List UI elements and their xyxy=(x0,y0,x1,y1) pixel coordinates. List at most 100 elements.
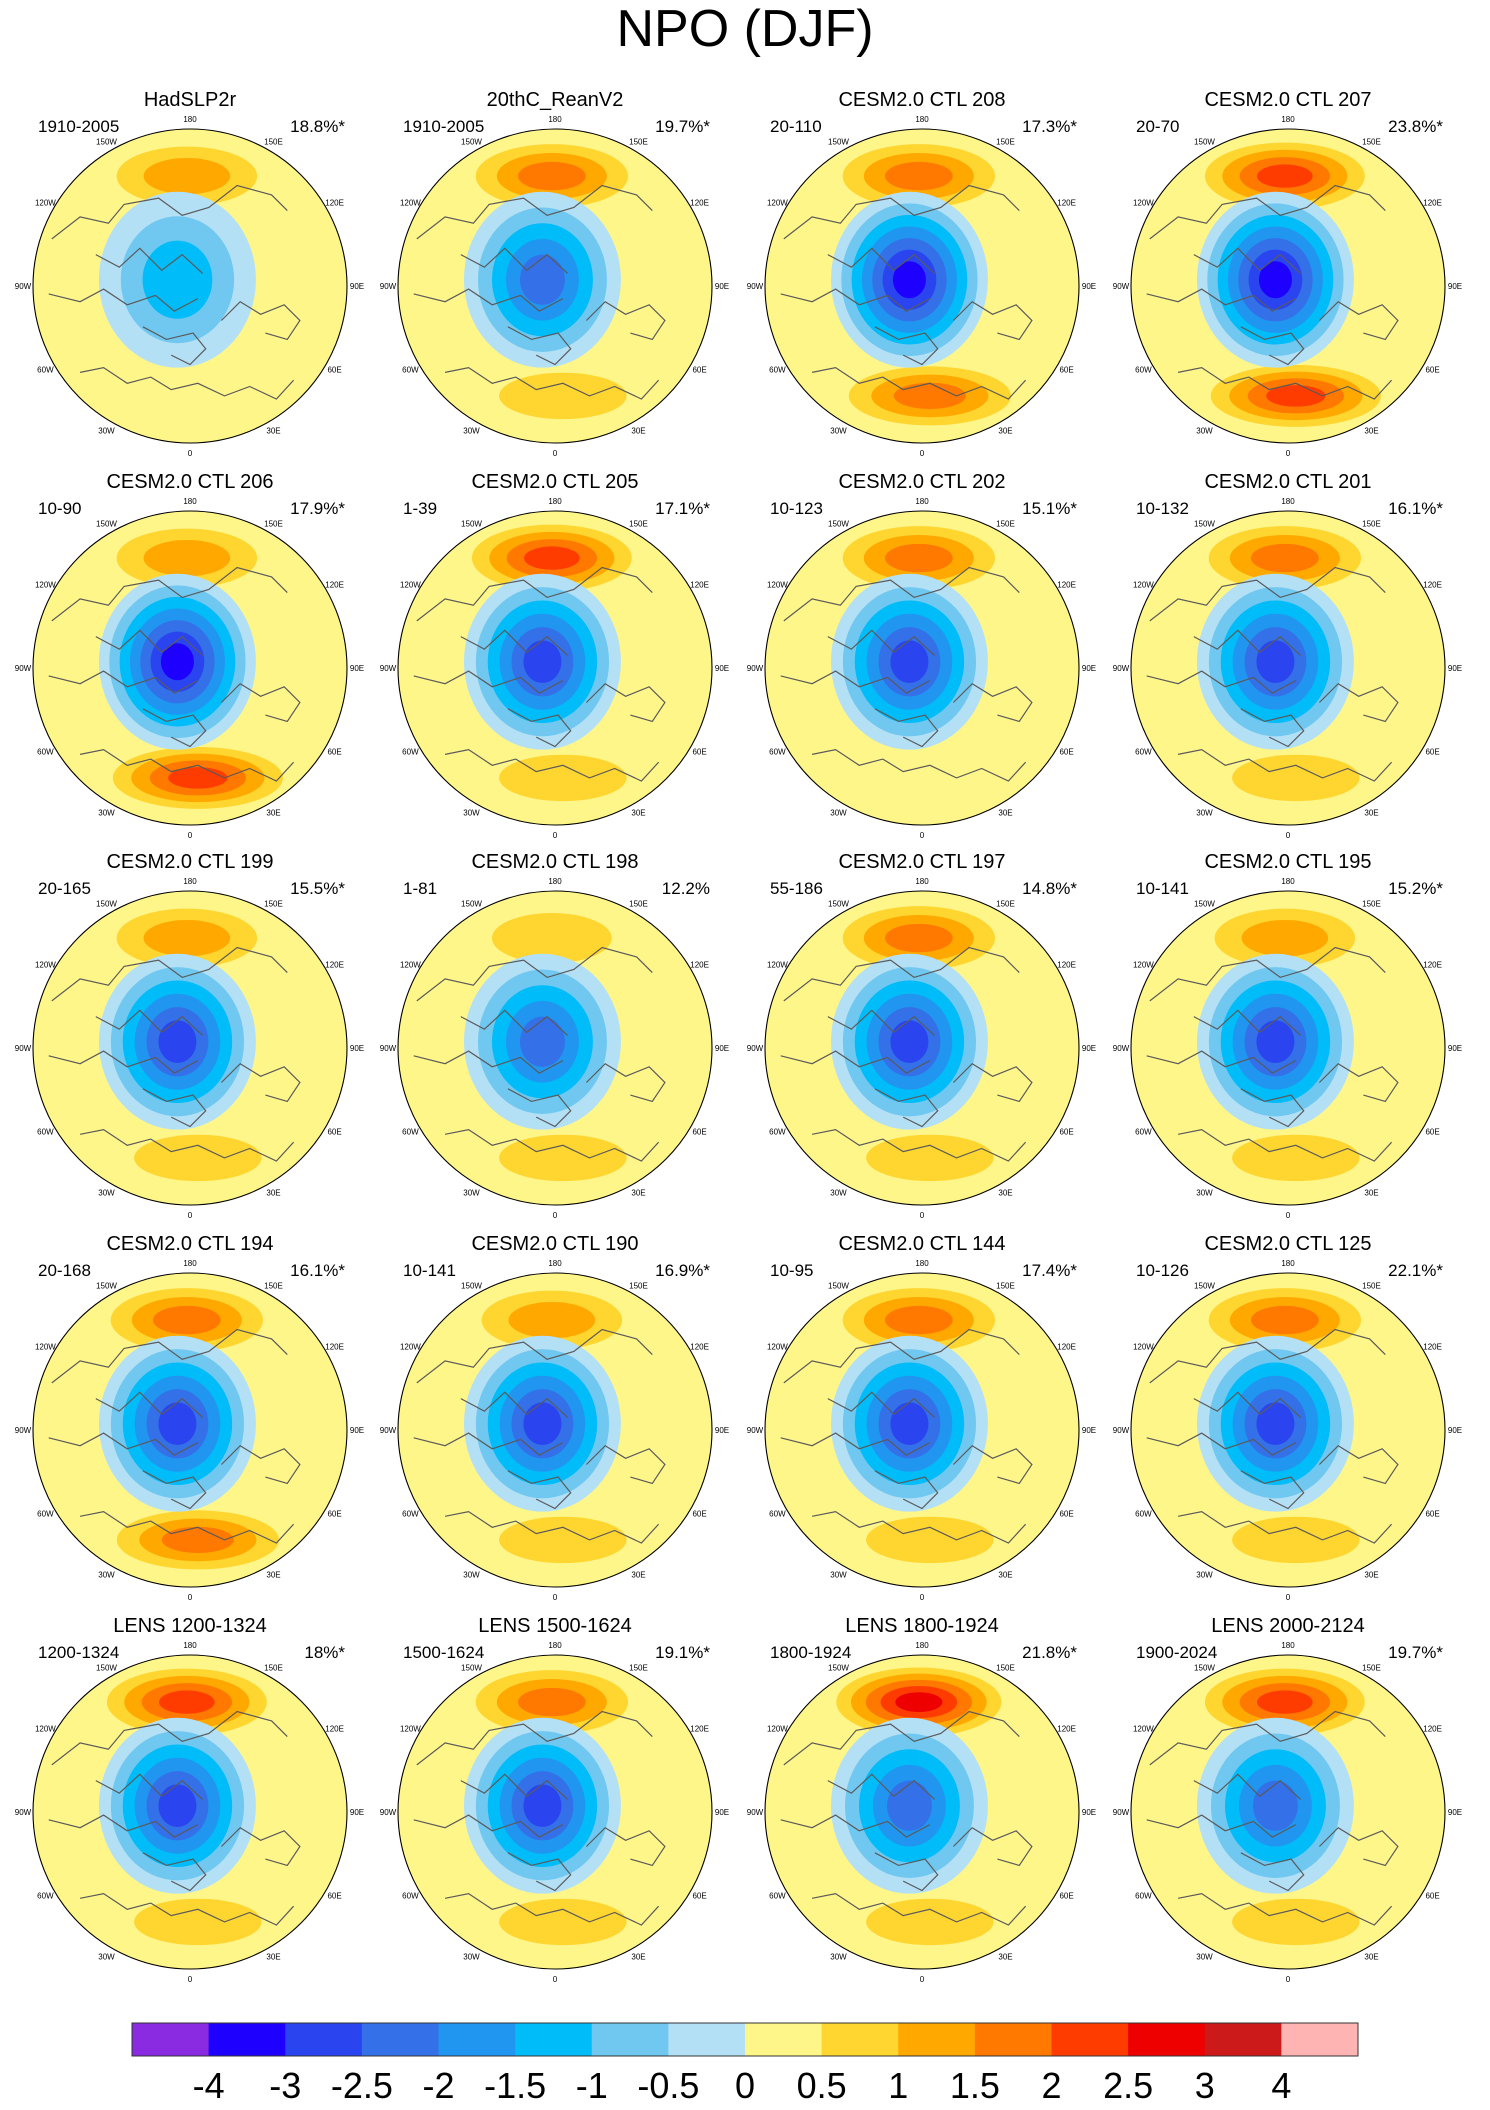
longitude-label: 60W xyxy=(37,1892,54,1901)
longitude-label: 60E xyxy=(692,366,706,375)
panel-variance: 16.9%* xyxy=(655,1261,710,1280)
panel-variance: 19.1%* xyxy=(655,1643,710,1662)
longitude-label: 180 xyxy=(1281,1259,1295,1268)
longitude-label: 180 xyxy=(1281,115,1295,124)
colorbar-tick-label: -1.5 xyxy=(484,2065,546,2106)
longitude-label: 0 xyxy=(553,449,558,458)
low-contour xyxy=(523,1784,562,1828)
longitude-label: 60E xyxy=(327,1510,341,1519)
coastline xyxy=(1193,629,1302,656)
high-contour xyxy=(885,161,953,191)
coastline xyxy=(48,670,199,694)
longitude-label: 90E xyxy=(350,664,364,673)
longitude-label: 90W xyxy=(1113,282,1130,291)
coastline xyxy=(95,247,204,274)
map-boundary xyxy=(764,1272,1080,1588)
longitude-label: 120W xyxy=(1133,1725,1154,1734)
longitude-label: 90E xyxy=(715,1044,729,1053)
colorbar-tick-label: 0.5 xyxy=(797,2065,847,2106)
longitude-label: 150E xyxy=(1362,899,1381,908)
longitude-label: 0 xyxy=(920,1211,925,1220)
coastline xyxy=(51,184,288,240)
longitude-label: 90W xyxy=(380,1044,397,1053)
longitude-label: 0 xyxy=(920,449,925,458)
coastline xyxy=(811,1128,1027,1162)
longitude-label: 60E xyxy=(1425,1510,1439,1519)
colorbar-swatch xyxy=(515,2023,593,2056)
coastline xyxy=(413,288,564,312)
longitude-label: 120E xyxy=(690,961,709,970)
longitude-label: 150W xyxy=(828,899,849,908)
longitude-label: 60E xyxy=(1425,366,1439,375)
coastline xyxy=(95,1009,204,1036)
longitude-label: 60E xyxy=(1425,748,1439,757)
longitude-label: 180 xyxy=(915,877,929,886)
contour-field xyxy=(1131,1273,1445,1587)
coastline xyxy=(220,1062,301,1103)
colorbar-tick-label: 2 xyxy=(1041,2065,1061,2106)
colorbar-swatch xyxy=(1281,2023,1359,2056)
coastline xyxy=(416,946,653,1002)
coastline xyxy=(460,1009,569,1036)
low-contour xyxy=(890,1020,929,1064)
longitude-label: 180 xyxy=(1281,497,1295,506)
coastline xyxy=(585,682,666,723)
polar-panel: 180 150E 120E 90E 60E 30E 0 30W 60W 90W 120W 150W CE… xyxy=(15,471,364,840)
coastline xyxy=(585,1826,666,1867)
colorbar-tick-label: -2 xyxy=(422,2065,454,2106)
coastline xyxy=(507,1852,572,1892)
longitude-label: 30E xyxy=(266,427,280,436)
coastline xyxy=(460,1773,569,1800)
coastline xyxy=(507,1088,572,1128)
colorbar-swatch xyxy=(1051,2023,1129,2056)
low-contour xyxy=(1256,1402,1295,1446)
coastline xyxy=(142,1470,207,1510)
contour-field xyxy=(1131,511,1445,825)
longitude-label: 0 xyxy=(1286,449,1291,458)
coastline xyxy=(95,1773,204,1800)
longitude-label: 120E xyxy=(690,581,709,590)
coastline xyxy=(79,1510,295,1544)
panel-variance: 19.7%* xyxy=(655,117,710,136)
polar-panel: 180 150E 120E 90E 60E 30E 0 30W 60W 90W 120W 150W CE… xyxy=(1113,471,1462,840)
longitude-label: 180 xyxy=(915,497,929,506)
coastline xyxy=(1177,366,1393,400)
coastline xyxy=(1177,1128,1393,1162)
secondary-high-contour xyxy=(499,1516,627,1564)
secondary-high-contour xyxy=(499,1134,627,1182)
longitude-label: 30W xyxy=(98,809,115,818)
longitude-label: 60E xyxy=(692,1510,706,1519)
coastline xyxy=(79,1128,295,1162)
longitude-label: 30E xyxy=(266,1189,280,1198)
longitude-label: 150W xyxy=(96,519,117,528)
longitude-label: 30W xyxy=(98,1189,115,1198)
coastline xyxy=(1149,946,1386,1002)
coastline xyxy=(413,670,564,694)
longitude-label: 30E xyxy=(631,1189,645,1198)
coastline xyxy=(444,1510,660,1544)
longitude-label: 150W xyxy=(1194,899,1215,908)
longitude-label: 150E xyxy=(629,1281,648,1290)
colorbar-tick-label: 1.5 xyxy=(950,2065,1000,2106)
low-contour xyxy=(520,1016,565,1067)
longitude-label: 120E xyxy=(1423,1725,1442,1734)
coastline xyxy=(827,1773,936,1800)
contour-field xyxy=(765,1655,1079,1969)
longitude-label: 150E xyxy=(1362,1281,1381,1290)
colorbar-swatch xyxy=(361,2023,439,2056)
map-boundary xyxy=(397,1272,713,1588)
panel-period: 20-165 xyxy=(38,879,91,898)
longitude-label: 60W xyxy=(37,1128,54,1137)
longitude-label: 90W xyxy=(380,664,397,673)
longitude-label: 0 xyxy=(1286,1593,1291,1602)
longitude-label: 120W xyxy=(1133,199,1154,208)
high-contour xyxy=(1251,1305,1319,1335)
longitude-label: 180 xyxy=(915,115,929,124)
coastline xyxy=(1240,1470,1305,1510)
panel-period: 10-141 xyxy=(1136,879,1189,898)
colorbar-swatch xyxy=(898,2023,976,2056)
longitude-label: 60E xyxy=(327,1128,341,1137)
panel-period: 1910-2005 xyxy=(38,117,119,136)
coastline xyxy=(79,366,295,400)
coastline xyxy=(1318,1062,1399,1103)
